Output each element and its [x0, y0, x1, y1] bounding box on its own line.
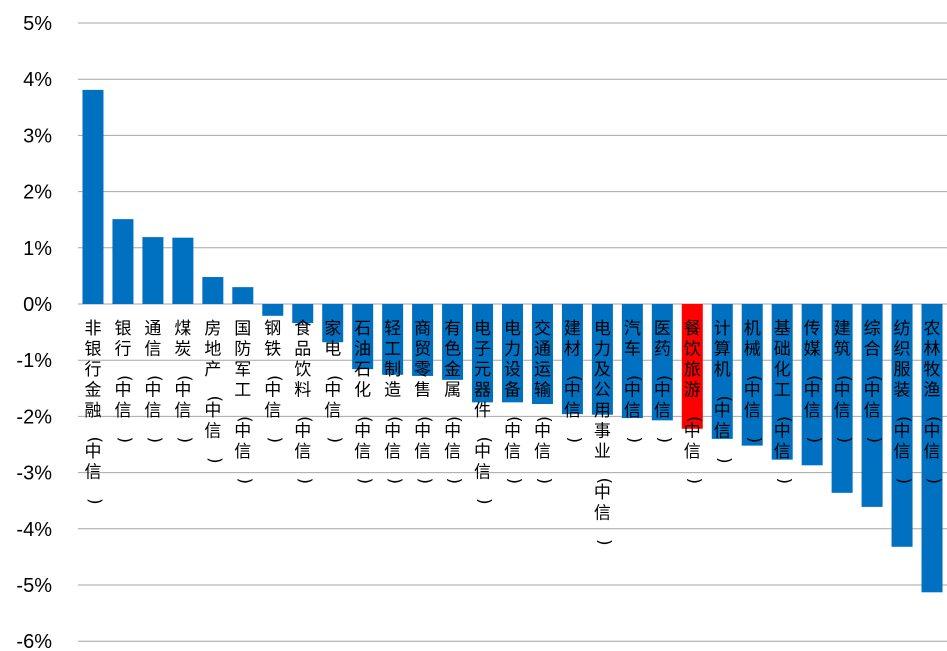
bar — [561, 304, 583, 415]
category-label: 家电(中信) — [324, 319, 344, 443]
category-label: 建筑(中信) — [834, 319, 854, 443]
category-label: 交通运输(中信) — [534, 319, 554, 484]
bar — [442, 304, 464, 380]
category-label: 有色金属(中信) — [444, 319, 464, 484]
bar — [651, 304, 673, 421]
bar — [142, 237, 164, 304]
bar — [292, 304, 314, 324]
category-label: 食品饮料(中信) — [294, 319, 314, 484]
bar — [82, 89, 104, 305]
bar — [202, 277, 224, 304]
category-label: 电力设备(中信) — [504, 319, 524, 484]
y-tick-label: 0% — [23, 294, 52, 316]
y-tick-label: 2% — [23, 182, 52, 204]
y-tick-label: -5% — [16, 575, 52, 597]
bar — [771, 304, 793, 460]
category-label: 纺织服装(中信) — [894, 319, 914, 484]
category-label: 煤炭(中信) — [174, 319, 194, 443]
category-label: 机械(中信) — [744, 319, 764, 443]
category-label: 传媒(中信) — [804, 319, 824, 443]
bar — [172, 237, 194, 304]
y-tick-label: -4% — [16, 519, 52, 541]
category-label: 餐饮旅游(中信) — [684, 319, 704, 484]
bar — [112, 219, 134, 304]
y-tick-label: 5% — [23, 13, 52, 35]
category-label: 银行(中信) — [114, 319, 134, 443]
bar — [741, 304, 763, 446]
category-label: 非银行金融(中信) — [84, 319, 104, 505]
bar — [711, 304, 733, 439]
y-tick-label: -6% — [16, 631, 52, 651]
bar — [531, 304, 553, 405]
bar — [891, 304, 913, 547]
bar — [382, 304, 404, 375]
category-label: 电力及公用事业(中信) — [594, 319, 614, 546]
y-tick-label: -2% — [16, 406, 52, 428]
category-label: 医药(中信) — [654, 319, 674, 443]
category-label: 商贸零售(中信) — [414, 319, 434, 484]
bar — [232, 287, 254, 304]
bar — [621, 304, 643, 419]
bar — [921, 304, 943, 593]
bar — [801, 304, 823, 466]
category-labels: 非银行金融(中信) 银行(中信) 通信(中信) 煤炭(中信) 房地产(中信) 国防军工(中… — [84, 319, 943, 546]
bar — [681, 304, 703, 429]
y-tick-label: 4% — [23, 69, 52, 91]
bar — [502, 304, 523, 403]
category-label: 农林牧渔(中信) — [924, 319, 944, 484]
bars — [82, 89, 943, 593]
category-label: 房地产(中信) — [204, 319, 224, 464]
category-label: 基础化工(中信) — [774, 319, 794, 484]
y-tick-label: 1% — [23, 238, 52, 260]
bar — [322, 304, 344, 343]
category-label: 电子元器件(中信) — [474, 319, 494, 505]
bar — [831, 304, 853, 493]
category-label: 计算机(中信) — [714, 319, 734, 464]
category-label: 建材(中信) — [564, 319, 584, 443]
y-axis: 5% 4% 3% 2% 1% 0% -1% -2% -3% -4% -5% -6% — [16, 13, 52, 651]
bar — [591, 304, 613, 415]
category-label: 轻工制造(中信) — [384, 319, 404, 484]
category-label: 通信(中信) — [144, 319, 164, 443]
y-tick-label: -3% — [16, 463, 52, 485]
category-label: 综合(中信) — [864, 319, 884, 443]
bar — [352, 304, 374, 370]
bar — [262, 304, 284, 316]
category-label: 钢铁(中信) — [264, 319, 284, 443]
category-label: 石油石化(中信) — [354, 319, 374, 484]
bar — [472, 304, 494, 403]
y-tick-label: -1% — [16, 350, 52, 372]
category-label: 汽车(中信) — [624, 319, 644, 443]
bar — [412, 304, 434, 376]
category-label: 国防军工(中信) — [234, 319, 254, 484]
bar — [861, 304, 883, 507]
y-tick-label: 3% — [23, 125, 52, 147]
